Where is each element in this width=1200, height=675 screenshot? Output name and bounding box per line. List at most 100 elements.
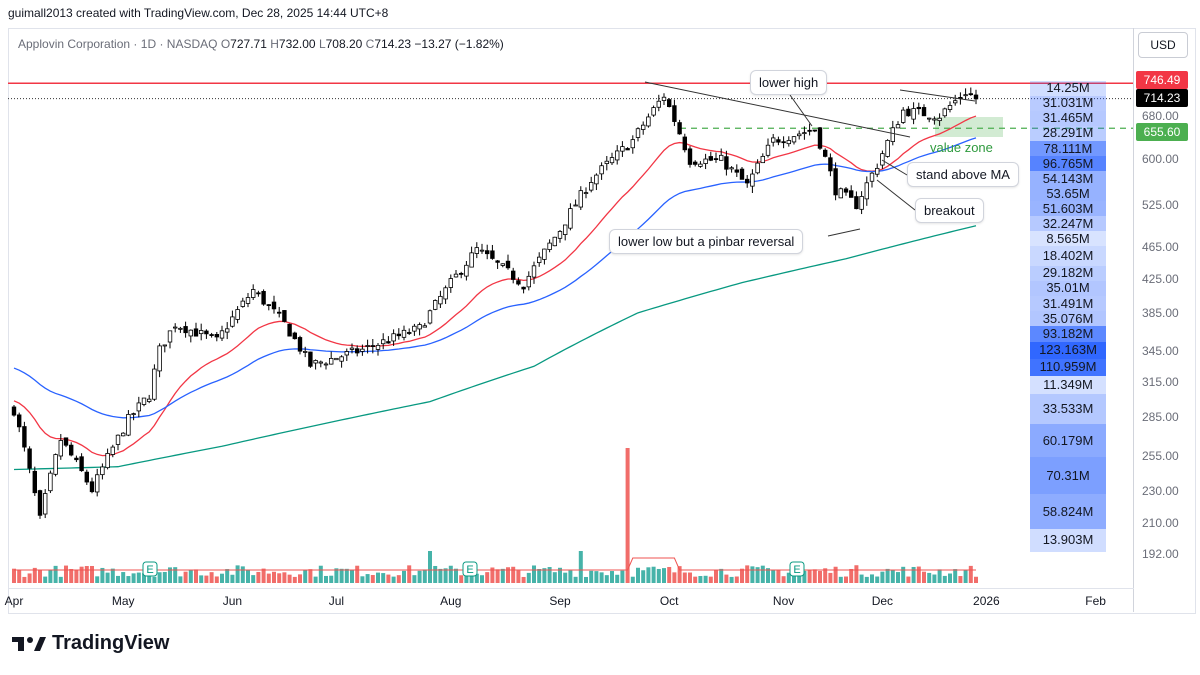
volume-bar	[282, 572, 287, 583]
tradingview-logo[interactable]: TradingView	[12, 632, 169, 655]
volume-bar	[251, 575, 256, 583]
volume-bar	[636, 567, 640, 583]
price-tick: 600.00	[1142, 152, 1179, 166]
volume-bar	[365, 574, 370, 583]
candle-body	[604, 160, 609, 164]
candle-body	[178, 327, 183, 330]
candle-body	[797, 133, 802, 137]
volume-bar	[963, 570, 968, 583]
volume-bar	[667, 566, 672, 583]
candle-body	[230, 316, 235, 327]
time-tick: Feb	[1085, 594, 1106, 608]
volume-bar	[916, 566, 921, 583]
volume-bar	[854, 565, 859, 583]
candle-body	[32, 470, 37, 494]
candle-body	[625, 148, 630, 151]
candle-body	[396, 333, 401, 337]
volume-bar	[381, 573, 386, 583]
candle-body	[516, 280, 521, 285]
candle-body	[615, 150, 620, 161]
candle-body	[563, 224, 568, 235]
annotation-stand-above-ma[interactable]: stand above MA	[907, 162, 1019, 187]
candle-body	[760, 155, 765, 164]
candle-body	[537, 256, 542, 264]
candle-body	[869, 172, 875, 182]
candle-body	[380, 339, 386, 345]
price-tick: 192.00	[1142, 547, 1179, 562]
candle-body	[495, 260, 500, 263]
annotation-value-zone[interactable]: value zone	[930, 140, 993, 155]
candle-body	[828, 157, 833, 172]
volume-bar	[771, 570, 776, 583]
volume-bar	[339, 568, 344, 583]
volume-bar	[620, 570, 625, 583]
earnings-label: E	[466, 564, 473, 576]
volume-bar	[84, 566, 89, 583]
volume-bar	[740, 568, 744, 583]
candle-body	[318, 361, 323, 364]
candle-body	[901, 109, 906, 123]
annotation-breakout[interactable]: breakout	[915, 198, 984, 223]
candle-body	[261, 291, 266, 305]
volume-bar	[162, 571, 167, 583]
volume-bar	[906, 576, 911, 583]
volume-bar	[396, 575, 401, 583]
time-axis[interactable]	[8, 588, 1134, 589]
resistance-price-tag: 746.49	[1136, 71, 1188, 89]
time-tick: Dec	[871, 594, 894, 608]
candle-body	[651, 107, 656, 116]
price-tick: 385.00	[1142, 305, 1179, 320]
candle-body	[646, 116, 651, 127]
candle-body	[661, 96, 667, 101]
volume-bar	[474, 573, 479, 583]
candle-body	[786, 140, 791, 145]
earnings-marker	[789, 561, 805, 577]
candle-body	[266, 304, 271, 307]
candle-body	[308, 351, 313, 367]
earnings-label: E	[146, 564, 153, 576]
candle-body	[412, 325, 417, 332]
candle-body	[750, 173, 755, 187]
volume-bar	[209, 572, 214, 583]
price-axis[interactable]	[1133, 28, 1134, 612]
change-value: −13.27 (−1.82%)	[414, 37, 504, 51]
candle-body	[344, 351, 349, 356]
sep: ·	[133, 37, 138, 51]
candle-body	[729, 167, 734, 170]
volume-bar	[818, 570, 822, 583]
candle-body	[474, 247, 479, 254]
volume-profile-row: 78.111M	[1030, 140, 1106, 157]
candle-body	[115, 434, 121, 445]
candle-body	[89, 481, 95, 493]
volume-profile-row: 13.903M	[1030, 528, 1106, 552]
volume-bar	[240, 566, 245, 583]
volume-bar	[303, 569, 308, 583]
pointer-lower-high	[789, 94, 813, 127]
symbol-name[interactable]: Applovin Corporation	[18, 37, 131, 51]
volume-profile-row: 51.603M	[1030, 201, 1106, 217]
time-tick: Nov	[772, 594, 795, 608]
volume-bar	[69, 568, 74, 583]
volume-bar	[630, 576, 635, 583]
earnings-label: E	[793, 564, 800, 576]
volume-profile-row: 53.65M	[1030, 186, 1106, 202]
candle-body	[95, 474, 100, 493]
volume-bar	[220, 573, 224, 583]
candle-body	[906, 108, 911, 117]
volume-bar	[766, 568, 770, 583]
earnings-marker	[142, 561, 158, 577]
annotation-pinbar[interactable]: lower low but a pinbar reversal	[609, 229, 804, 254]
candle-body	[641, 124, 646, 130]
candle-body	[370, 345, 375, 347]
volume-bar	[12, 568, 16, 583]
close-label: C	[365, 37, 375, 51]
brand-name: TradingView	[52, 632, 170, 654]
currency-button[interactable]: USD	[1138, 32, 1188, 58]
volume-profile-row: 33.533M	[1030, 394, 1106, 425]
volume-bar	[277, 573, 282, 583]
annotation-lower-high[interactable]: lower high	[750, 70, 828, 95]
volume-bar	[355, 565, 360, 583]
volume-bar	[802, 570, 807, 583]
volume-bar	[324, 575, 328, 583]
